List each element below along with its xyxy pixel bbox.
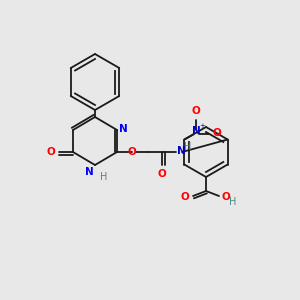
Text: O: O: [180, 192, 189, 202]
Text: +: +: [200, 124, 205, 130]
Text: O: O: [158, 169, 166, 179]
Text: N: N: [177, 146, 186, 156]
Text: H: H: [100, 172, 107, 182]
Text: H: H: [184, 142, 191, 152]
Text: O: O: [128, 147, 136, 157]
Text: N: N: [119, 124, 128, 134]
Text: N: N: [192, 127, 201, 136]
Text: ⁻: ⁻: [218, 131, 221, 137]
Text: O: O: [46, 147, 55, 157]
Text: O: O: [221, 192, 230, 202]
Text: H: H: [229, 197, 236, 207]
Text: N: N: [85, 167, 94, 177]
Text: O: O: [212, 128, 221, 139]
Text: O: O: [192, 106, 201, 116]
